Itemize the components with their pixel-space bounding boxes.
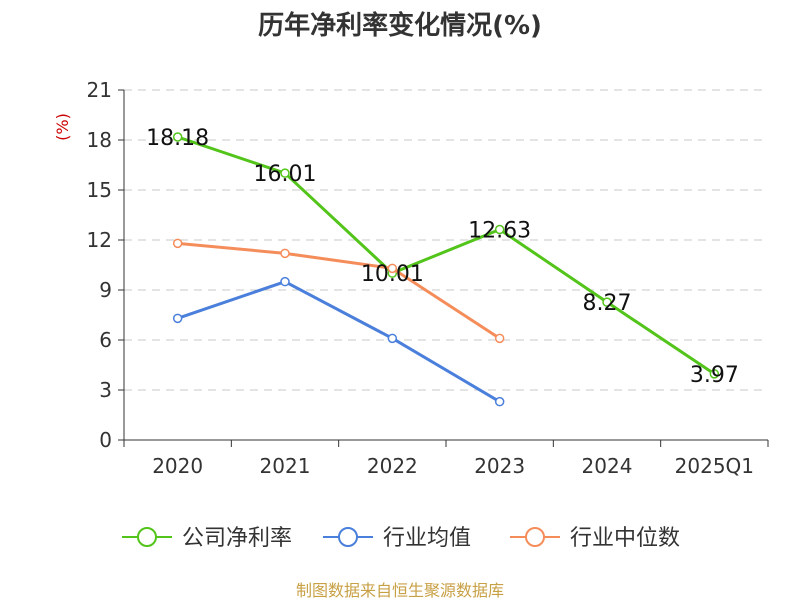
data-point-0-5: [709, 369, 720, 379]
legend-item-1[interactable]: 行业均值: [323, 526, 471, 551]
x-tick-label-2022: 2022: [367, 454, 418, 478]
legend-item-0[interactable]: 公司净利率: [122, 526, 292, 551]
chart-title: 历年净利率变化情况(%): [258, 10, 542, 41]
x-tick-label-2023: 2023: [474, 454, 525, 478]
series-lines: [172, 132, 720, 407]
y-tick-label-6: 6: [99, 328, 112, 352]
x-tick-label-2020: 2020: [152, 454, 203, 478]
x-tick-label-2025Q1: 2025Q1: [675, 454, 754, 478]
series-line-1: [177, 280, 501, 403]
y-tick-label-0: 0: [99, 428, 112, 452]
series-line-2: [177, 241, 501, 340]
legend-item-2[interactable]: 行业中位数: [510, 526, 680, 551]
series-2: [172, 238, 505, 344]
data-label-0-0: 18.18: [146, 126, 209, 151]
data-label-0-1: 16.01: [254, 162, 317, 187]
legend-label-0: 公司净利率: [182, 526, 292, 551]
legend-marker-icon-2: [525, 527, 545, 547]
data-point-2-0: [172, 238, 183, 249]
y-tick-label-9: 9: [99, 278, 112, 302]
y-tick-label-21: 21: [87, 78, 112, 102]
y-tick-label-12: 12: [87, 228, 112, 252]
data-point-1-0: [172, 313, 183, 324]
legend-marker-icon-1: [338, 527, 358, 547]
legend[interactable]: 公司净利率 行业均值 行业中位数: [122, 526, 680, 551]
legend-label-1: 行业均值: [383, 526, 471, 551]
legend-marker-icon-0: [137, 527, 157, 547]
legend-label-2: 行业中位数: [570, 526, 680, 551]
y-tick-label-18: 18: [87, 128, 112, 152]
data-point-1-3: [494, 396, 505, 407]
data-label-0-4: 8.27: [583, 291, 632, 316]
y-axis-label: (%): [53, 113, 72, 141]
data-point-2-2: [387, 263, 398, 274]
data-point-1-2: [387, 333, 398, 344]
data-point-0-1: [280, 168, 290, 178]
axes: 0 3 6 9 12 15 18 21 2020 2021 2022 2023 2024 2025Q1: [87, 78, 769, 478]
x-tick-label-2021: 2021: [260, 454, 311, 478]
data-label-0-5: 3.97: [690, 363, 739, 388]
data-point-0-3: [494, 224, 505, 235]
x-tick-label-2024: 2024: [582, 454, 633, 478]
grid-lines: [124, 89, 768, 391]
data-point-0-0: [172, 132, 183, 142]
y-tick-label-3: 3: [99, 378, 112, 402]
source-note: 制图数据来自恒生聚源数据库: [296, 581, 504, 600]
data-point-0-4: [602, 297, 612, 307]
data-labels: 18.18 16.01 10.01 12.63 8.27 3.97: [146, 126, 739, 388]
data-point-2-1: [280, 248, 290, 259]
data-label-0-3: 12.63: [468, 219, 531, 244]
y-tick-label-15: 15: [87, 178, 112, 202]
series-1: [172, 276, 505, 407]
series-line-0: [177, 135, 716, 376]
series-0: [172, 132, 720, 379]
data-point-2-3: [494, 333, 505, 344]
data-point-1-1: [280, 276, 290, 287]
data-label-0-2: 10.01: [361, 262, 424, 287]
